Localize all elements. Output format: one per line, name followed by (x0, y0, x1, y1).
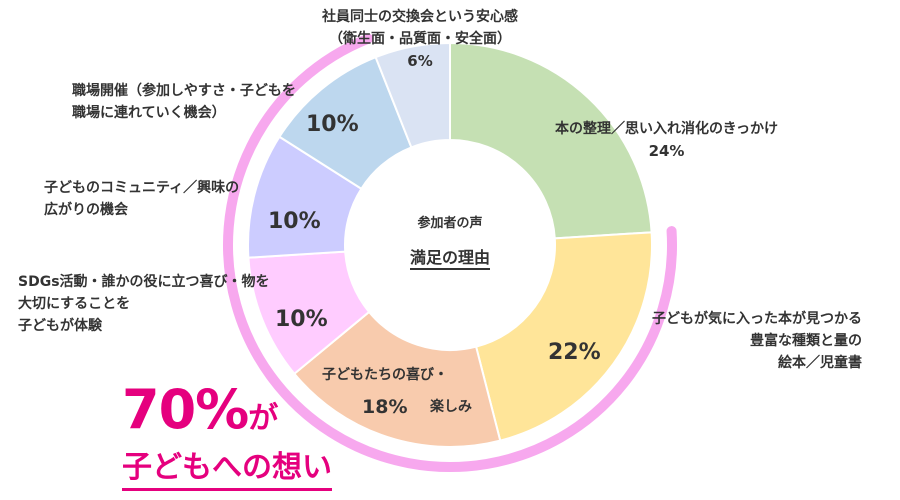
highlight-percent-line: 70%が (122, 380, 278, 440)
slice-label-line: 子どもたちの喜び・ (322, 367, 448, 383)
slice-value-label: 6% (407, 52, 433, 70)
slice-value-label: 24% (648, 142, 685, 160)
slice-label-line: 子どものコミュニティ／興味の (44, 180, 240, 196)
highlight-arc (223, 33, 677, 472)
slice-label-line: 豊富な種類と量の (750, 333, 862, 349)
slice-label-line: 楽しみ (430, 399, 472, 415)
slice-value-sdgs: 10% (275, 305, 328, 335)
slice-label-line: 広がりの機会 (44, 202, 128, 218)
slice-label-line: 大切にすることを (18, 296, 131, 312)
slice-value-community: 10% (268, 207, 321, 237)
donut-slice-6 (374, 41, 451, 149)
slice-value-label: 10% (268, 209, 321, 234)
donut-slice-0 (449, 41, 653, 240)
donut-slice-1 (474, 231, 653, 442)
slice-label-book-organizing: 本の整理／思い入れ消化のきっかけ 24% (555, 118, 778, 162)
highlight-caption: 子どもへの想い (122, 448, 332, 491)
slice-value-22: 22% (548, 338, 601, 368)
slice-label-sdgs: SDGs活動・誰かの役に立つ喜び・物を 大切にすることを 子どもが体験 (18, 271, 270, 337)
slice-label-children-joy-line2: 楽しみ (430, 396, 472, 418)
chart-title: 満足の理由 (409, 248, 490, 270)
slice-label-line: 絵本／児童書 (778, 355, 862, 371)
slice-value-label: 10% (275, 307, 328, 332)
slice-label-line: 社員同士の交換会という安心感 (322, 9, 518, 25)
slice-value-label: 10% (306, 112, 359, 137)
slice-label-line: 本の整理／思い入れ消化のきっかけ (555, 121, 779, 137)
slice-value-18: 18% (362, 392, 407, 422)
slice-label-line: 子どもが体験 (18, 318, 102, 334)
slice-value-label: 22% (548, 340, 601, 365)
slice-value-workplace: 10% (306, 110, 359, 140)
slice-label-children-joy-line1: 子どもたちの喜び・ (322, 364, 448, 386)
slice-label-line: （衛生面・品質面・安全面） (329, 31, 511, 47)
highlight-suffix: が (248, 401, 279, 436)
highlight-percent: 70% (122, 378, 249, 441)
slice-value-label: 18% (362, 396, 408, 418)
center-caption: 参加者の声 (417, 216, 483, 231)
slice-label-workplace: 職場開催（参加しやすさ・子どもを 職場に連れていく機会） (72, 80, 296, 124)
slice-label-peace-of-mind: 社員同士の交換会という安心感 （衛生面・品質面・安全面） 6% (290, 6, 550, 72)
center-title: 満足の理由 (380, 244, 520, 270)
slice-label-line: 子どもが気に入った本が見つかる (652, 311, 862, 327)
slice-label-book-variety: 子どもが気に入った本が見つかる 豊富な種類と量の 絵本／児童書 (590, 308, 862, 374)
donut-slice-2 (292, 310, 502, 448)
slice-label-line: 職場に連れていく機会） (72, 105, 226, 121)
slice-label-line: SDGs活動・誰かの役に立つ喜び・物を (18, 274, 270, 290)
slice-label-line: 職場開催（参加しやすさ・子どもを (72, 83, 296, 99)
slice-label-community: 子どものコミュニティ／興味の 広がりの機会 (44, 177, 239, 221)
